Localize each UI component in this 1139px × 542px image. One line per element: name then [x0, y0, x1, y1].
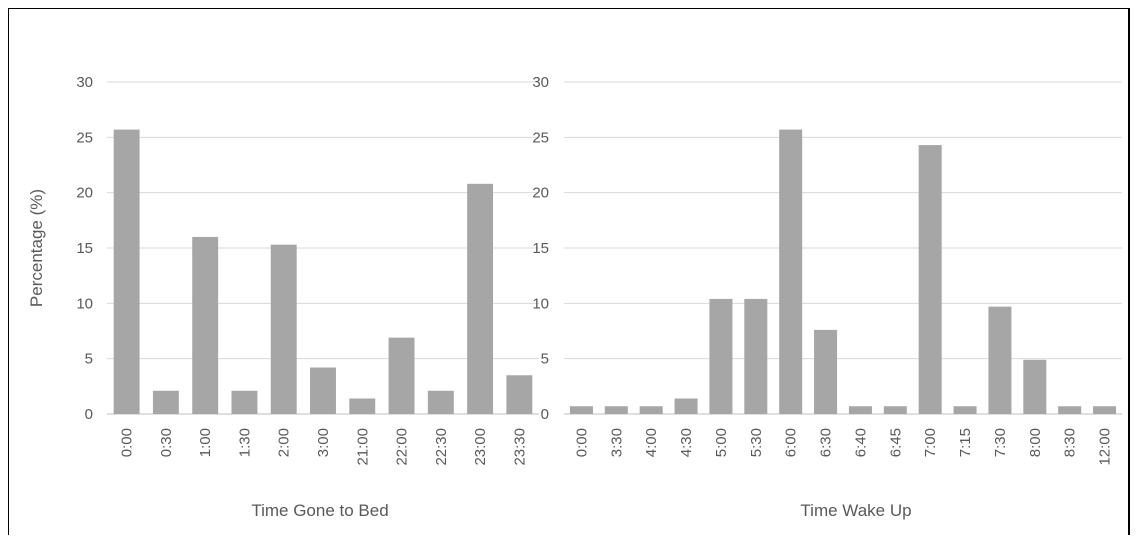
x-tick-label-1-6: 6:00: [783, 428, 800, 457]
y-tick-label-0-10: 10: [76, 295, 93, 312]
bar-1-12: [988, 306, 1012, 414]
y-tick-label-0-5: 5: [85, 351, 93, 368]
x-tick-label-1-8: 6:40: [852, 428, 869, 457]
x-tick-label-1-10: 7:00: [922, 428, 939, 457]
bar-1-11: [953, 406, 977, 414]
x-tick-label-1-15: 12:00: [1097, 428, 1114, 466]
bar-1-6: [779, 129, 803, 414]
x-tick-label-0-3: 1:30: [236, 428, 253, 457]
bar-0-0: [113, 129, 140, 414]
x-tick-label-0-10: 23:30: [511, 428, 528, 466]
x-tick-label-0-7: 22:00: [394, 428, 411, 466]
bar-0-6: [349, 398, 376, 414]
x-tick-label-0-2: 1:00: [197, 428, 214, 457]
x-tick-label-0-1: 0:30: [158, 428, 175, 457]
x-tick-label-0-6: 21:00: [354, 428, 371, 466]
y-tick-label-0-0: 0: [85, 406, 93, 423]
bar-1-5: [744, 298, 768, 414]
bar-1-14: [1058, 406, 1082, 414]
chart-svg: 0 5 10 15 20 25 30 0:00 0:30 1:00 1:30 2:00 3:00 21:0…: [27, 74, 1122, 520]
x-tick-label-1-14: 8:30: [1062, 428, 1079, 457]
x-tick-label-0-0: 0:00: [119, 428, 136, 457]
x-axis-title-1: Time Wake Up: [800, 501, 911, 520]
bar-0-9: [467, 183, 494, 414]
y-tick-label-0-30: 30: [76, 74, 93, 91]
x-tick-label-1-7: 6:30: [818, 428, 835, 457]
x-axis-title-0: Time Gone to Bed: [251, 501, 388, 520]
bar-1-1: [604, 406, 628, 414]
x-tick-label-1-11: 7:15: [957, 428, 974, 457]
x-tick-label-0-4: 2:00: [276, 428, 293, 457]
x-tick-label-1-12: 7:30: [992, 428, 1009, 457]
bar-0-7: [388, 337, 415, 414]
x-tick-label-1-1: 3:30: [608, 428, 625, 457]
y-tick-label-1-30: 30: [532, 74, 549, 91]
x-tick-label-0-8: 22:30: [433, 428, 450, 466]
bar-0-8: [427, 390, 454, 414]
bar-1-7: [814, 329, 838, 414]
bar-1-13: [1023, 359, 1047, 414]
y-tick-label-0-25: 25: [76, 129, 93, 146]
bar-0-5: [310, 367, 336, 414]
bar-1-3: [674, 398, 698, 414]
y-tick-label-1-10: 10: [532, 295, 549, 312]
figure-frame: 0 5 10 15 20 25 30 0:00 0:30 1:00 1:30 2:00 3:00 21:0…: [8, 8, 1130, 535]
y-tick-label-1-0: 0: [541, 406, 549, 423]
bar-1-8: [848, 406, 872, 414]
x-tick-label-0-9: 23:00: [472, 428, 489, 466]
x-tick-label-1-5: 5:30: [748, 428, 765, 457]
y-tick-label-1-5: 5: [541, 351, 549, 368]
bar-1-4: [709, 298, 733, 414]
y-tick-label-1-20: 20: [532, 185, 549, 202]
x-tick-label-1-3: 4:30: [678, 428, 695, 457]
x-tick-label-0-5: 3:00: [315, 428, 332, 457]
y-tick-label-0-15: 15: [76, 240, 93, 257]
y-axis-title-0: Percentage (%): [27, 189, 46, 307]
y-tick-label-1-25: 25: [532, 129, 549, 146]
x-tick-label-1-2: 4:00: [643, 428, 660, 457]
y-tick-label-0-20: 20: [76, 185, 93, 202]
y-tick-label-1-15: 15: [532, 240, 549, 257]
x-tick-label-1-4: 5:00: [713, 428, 730, 457]
bar-1-15: [1093, 406, 1117, 414]
bar-0-2: [192, 236, 219, 414]
x-tick-label-1-0: 0:00: [573, 428, 590, 457]
bar-1-2: [639, 406, 663, 414]
bar-0-3: [231, 390, 258, 414]
bar-0-1: [152, 390, 179, 414]
bar-1-0: [569, 406, 593, 414]
bar-0-4: [270, 244, 297, 414]
bar-1-9: [883, 406, 907, 414]
bar-1-10: [918, 145, 942, 414]
x-tick-label-1-9: 6:45: [887, 428, 904, 457]
x-tick-label-1-13: 8:00: [1027, 428, 1044, 457]
bar-0-10: [506, 375, 533, 414]
